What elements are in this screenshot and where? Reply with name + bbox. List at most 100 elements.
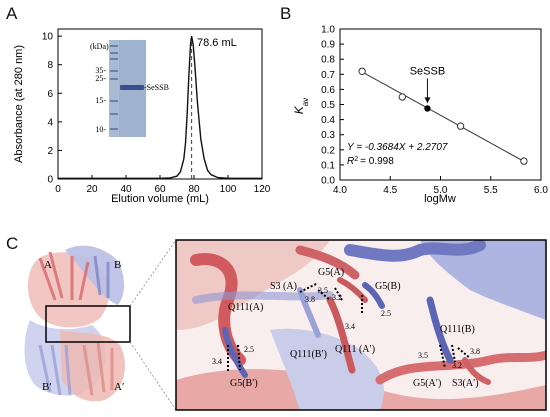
residue-g5-a [337, 277, 368, 303]
gel-unit-label: (kDa) [90, 42, 109, 51]
zoom-view-frame [175, 239, 547, 411]
x-tick-label: 4.0 [333, 185, 347, 196]
distance-label: 3.4 [212, 357, 222, 366]
zoom-view: Q111(A) S3 (A) G5(A) G5(B) Q111(B′) Q111… [176, 240, 546, 410]
residue-label: S3(A′) [452, 378, 479, 389]
r2-line: R2 = 0.998 [347, 156, 394, 168]
gel-marker-band [110, 58, 118, 60]
chart-a-frame [57, 28, 263, 180]
ribbon-chain-b-prime [192, 291, 334, 304]
y-tick-label: 1.0 [321, 25, 335, 36]
distance-label: 3.5 [418, 351, 428, 360]
gel-sample-band [120, 85, 144, 90]
ribbon-chain-a-prime [375, 350, 546, 385]
y-tick-label: 10 [42, 32, 54, 43]
zoom-bg-chain [270, 328, 384, 410]
chain-label: B [114, 259, 121, 271]
fit-equation: Y = -0.3684X + 2.2707 [347, 142, 448, 153]
zoom-connector [129, 341, 177, 411]
x-tick-label: 20 [86, 184, 98, 195]
gel-marker-label: 15- [95, 96, 106, 105]
residue-label: S3 (A) [270, 281, 297, 292]
hbond [299, 282, 319, 293]
gel-band-label: -SeSSB [144, 83, 169, 92]
y-tick-label: 0.5 [321, 100, 335, 111]
hbond [237, 344, 241, 371]
hbond [457, 347, 471, 359]
x-tick-label: 5.0 [434, 185, 448, 196]
x-tick-label: 4.5 [383, 185, 397, 196]
chain-b-strands [93, 255, 110, 298]
gel-marker-band [110, 100, 118, 102]
distance-label: 3.2 [452, 361, 462, 370]
gel-marker-band [110, 70, 118, 72]
y-tick-label: 0.4 [321, 115, 335, 126]
residue-q111-b [426, 296, 454, 364]
chart-a-xlabel: Elution volume (mL) [111, 193, 209, 205]
y-tick-label: 4 [47, 117, 53, 128]
residue-label: G5(A) [318, 267, 344, 278]
standard-point [520, 157, 528, 165]
ribbon-chain-b [344, 240, 486, 262]
y-tick-label: 0.2 [321, 145, 335, 156]
structure-panel: A B B′ A′ [24, 239, 547, 411]
chart-b-ylabel-sub: av [301, 98, 310, 106]
sample-point [424, 105, 431, 112]
chain-a-prime-cartoon [60, 330, 125, 402]
chart-a: 0 20 40 60 80 100 120 0 2 4 6 8 10 78.6 mL Elution v… [13, 28, 271, 205]
y-tick-label: 2 [47, 146, 53, 157]
sample-arrow-head [424, 97, 431, 104]
gel-marker-band [110, 128, 118, 130]
peak-label: 78.6 mL [197, 37, 237, 49]
panel-letter-c: C [6, 234, 19, 253]
gel-marker-band [110, 78, 118, 80]
residue-label: G5(A′) [413, 378, 441, 389]
y-tick-label: 0.1 [321, 160, 335, 171]
chain-b-prime-strands [38, 344, 72, 396]
chart-b-xlabel: logMw [424, 193, 456, 205]
x-tick-label: 5.5 [484, 185, 498, 196]
distance-label: 2.5 [244, 345, 254, 354]
chain-label: A′ [114, 381, 124, 393]
chromatogram-trace [58, 35, 262, 179]
y-tick-label: 6 [47, 89, 53, 100]
standard-point [456, 122, 465, 130]
hbond [451, 344, 456, 363]
chain-label: A [44, 259, 52, 271]
gel-marker-band [110, 52, 118, 54]
distance-label: 2.5 [381, 309, 391, 318]
chain-label: B′ [42, 381, 52, 393]
distance-label: 3.8 [470, 347, 480, 356]
gel-marker-label: 10- [95, 125, 106, 134]
panel-letter-a: A [6, 4, 18, 23]
residue-g5-b-prime [222, 327, 248, 378]
residue-label: Q111(B′) [290, 349, 327, 360]
residue-q111-b-prime [297, 287, 321, 338]
r2-symbol: R [347, 156, 354, 167]
y-tick-label: 0.9 [321, 40, 335, 51]
x-tick-label: 40 [120, 184, 132, 195]
y-tick-label: 0.8 [321, 55, 335, 66]
standard-point [398, 93, 407, 101]
gel-ladder-lane [109, 40, 119, 137]
residue-label: G5(B) [375, 281, 401, 292]
panel-letter-b: B [280, 4, 292, 23]
residue-g5-b [362, 282, 385, 309]
hbond [317, 289, 331, 301]
ribbon-chain-a-loop [295, 245, 360, 280]
gel-marker-label: 35- [95, 66, 106, 75]
tetramer-overview: A B B′ A′ [24, 239, 177, 411]
chain-a-prime-strands [82, 341, 114, 396]
y-tick-label: 0.6 [321, 85, 335, 96]
fit-line [361, 71, 525, 162]
x-tick-label: 80 [188, 184, 200, 195]
x-tick-label: 120 [254, 184, 271, 195]
zoom-bg-chain [420, 240, 546, 320]
gel-marker-band [110, 113, 118, 115]
chart-b-ylabel-main: K [292, 105, 306, 114]
y-tick-label: 0.0 [321, 176, 335, 187]
y-tick-label: 8 [47, 60, 53, 71]
r2-value: = 0.998 [360, 156, 394, 167]
residue-label: Q111(B) [440, 324, 475, 335]
